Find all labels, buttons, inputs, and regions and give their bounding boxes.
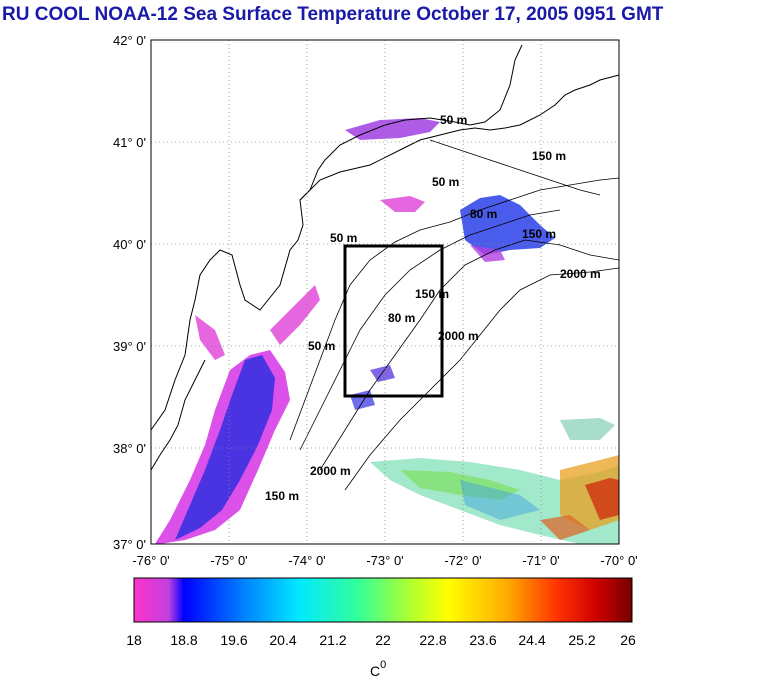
lat-label: 40° 0' (113, 237, 146, 252)
contour-label: 150 m (415, 287, 449, 301)
colorbar-tick: 20.4 (269, 632, 296, 648)
lon-label: -76° 0' (132, 553, 169, 568)
contour-label: 50 m (330, 231, 357, 245)
map-frame (150, 39, 620, 545)
lon-label: -75° 0' (210, 553, 247, 568)
contour-label: 50 m (308, 339, 335, 353)
contour-label: 50 m (432, 175, 459, 189)
colorbar-tick: 22 (375, 632, 391, 648)
contour-label: 2000 m (310, 464, 351, 478)
colorbar-tick: 18.8 (170, 632, 197, 648)
colorbar-tick: 24.4 (518, 632, 545, 648)
contour-label: 2000 m (438, 329, 479, 343)
lon-labels: -76° 0' -75° 0' -74° 0' -73° 0' -72° 0' … (132, 553, 637, 568)
lon-label: -73° 0' (366, 553, 403, 568)
lon-label: -71° 0' (522, 553, 559, 568)
lat-labels: 42° 0' 41° 0' 40° 0' 39° 0' 38° 0' 37° 0… (113, 33, 146, 552)
contour-label: 80 m (388, 311, 415, 325)
lat-label: 39° 0' (113, 339, 146, 354)
contour-label: 50 m (440, 113, 467, 127)
contour-label: 150 m (522, 227, 556, 241)
colorbar-tick: 18 (126, 632, 142, 648)
lon-label: -72° 0' (444, 553, 481, 568)
coastline (150, 44, 620, 471)
colorbar: 18 18.8 19.6 20.4 21.2 22 22.8 23.6 24.4… (126, 577, 636, 679)
contour-label: 150 m (532, 149, 566, 163)
contour-label: 150 m (265, 489, 299, 503)
colorbar-unit: C0 (370, 659, 386, 679)
lon-label: -74° 0' (288, 553, 325, 568)
colorbar-unit-text: C (370, 663, 380, 679)
lon-label: -70° 0' (600, 553, 637, 568)
colorbar-tick: 25.2 (568, 632, 595, 648)
sst-field (155, 118, 619, 544)
colorbar-tick: 19.6 (220, 632, 247, 648)
study-box (343, 244, 444, 398)
contour-label: 2000 m (560, 267, 601, 281)
contour-label: 80 m (470, 207, 497, 221)
map-title: RU COOL NOAA-12 Sea Surface Temperature … (2, 4, 664, 25)
graticule (151, 40, 619, 544)
lat-label: 42° 0' (113, 33, 146, 48)
lat-label: 37° 0' (113, 537, 146, 552)
colorbar-tick: 21.2 (319, 632, 346, 648)
colorbar-unit-sup: 0 (380, 659, 386, 671)
colorbar-gradient (133, 577, 633, 623)
lat-label: 38° 0' (113, 441, 146, 456)
contour-labels: 50 m 50 m 50 m 150 m 80 m 150 m 2000 m 2… (265, 113, 601, 503)
lat-label: 41° 0' (113, 135, 146, 150)
colorbar-tick: 26 (620, 632, 636, 648)
colorbar-tick: 23.6 (469, 632, 496, 648)
colorbar-tick: 22.8 (419, 632, 446, 648)
